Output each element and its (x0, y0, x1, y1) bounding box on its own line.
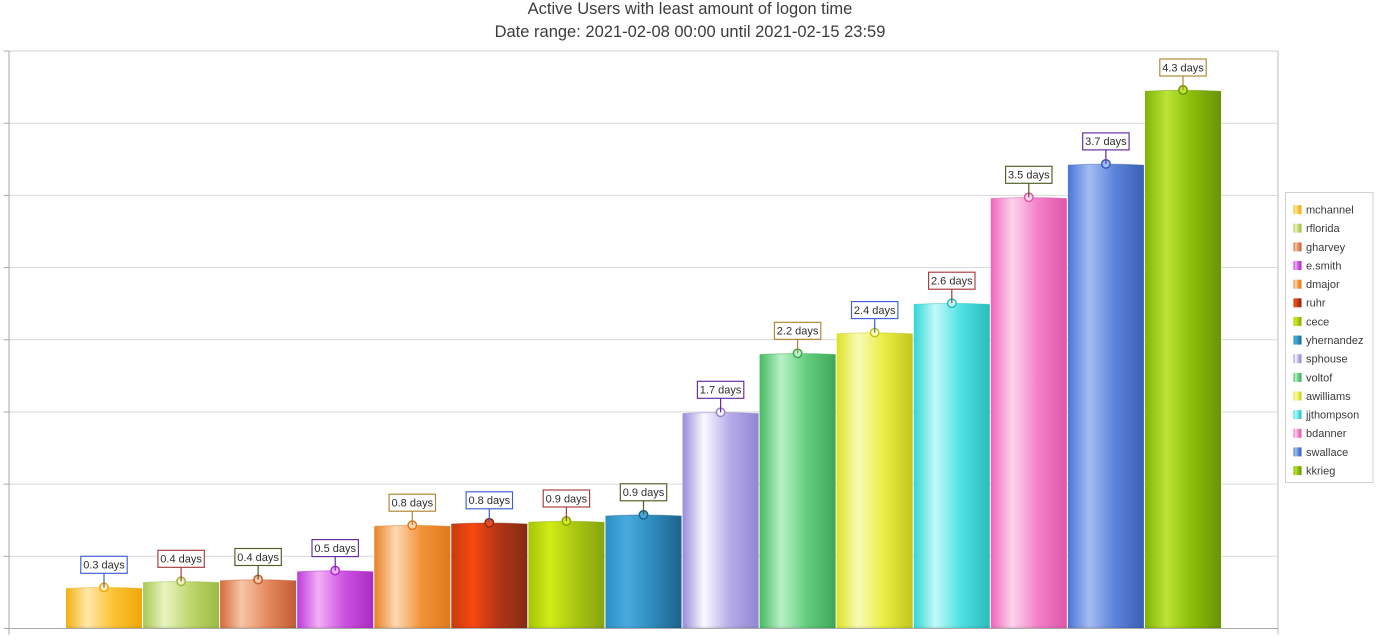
svg-text:dmajor: dmajor (1306, 279, 1340, 291)
svg-text:Date range: 2021-02-08 00:00 u: Date range: 2021-02-08 00:00 until 2021-… (495, 23, 886, 41)
svg-text:2.2 days: 2.2 days (777, 326, 819, 338)
svg-text:ruhr: ruhr (1306, 298, 1326, 310)
svg-text:0.8 days: 0.8 days (392, 498, 434, 510)
svg-text:0.9 days: 0.9 days (623, 487, 665, 499)
svg-text:bdanner: bdanner (1306, 428, 1347, 440)
svg-text:3.7 days: 3.7 days (1085, 136, 1127, 148)
svg-text:voltof: voltof (1306, 372, 1333, 384)
svg-text:Active Users with least amount: Active Users with least amount of logon … (528, 0, 853, 18)
svg-text:gharvey: gharvey (1306, 242, 1346, 254)
svg-text:cece: cece (1306, 316, 1329, 328)
svg-text:sphouse: sphouse (1306, 354, 1348, 366)
svg-text:mchannel: mchannel (1306, 205, 1354, 217)
svg-text:0.5 days: 0.5 days (314, 543, 356, 555)
svg-text:rflorida: rflorida (1306, 223, 1341, 235)
svg-text:0.9 days: 0.9 days (546, 493, 588, 505)
svg-text:0.8 days: 0.8 days (469, 495, 511, 507)
svg-text:jjthompson: jjthompson (1305, 410, 1359, 422)
svg-text:e.smith: e.smith (1306, 260, 1341, 272)
svg-text:kkrieg: kkrieg (1306, 466, 1335, 478)
svg-text:yhernandez: yhernandez (1306, 335, 1364, 347)
svg-text:0.4 days: 0.4 days (160, 554, 202, 566)
svg-text:2.6 days: 2.6 days (931, 276, 973, 288)
svg-text:3.5 days: 3.5 days (1008, 170, 1050, 182)
svg-text:0.3 days: 0.3 days (83, 560, 125, 572)
svg-text:1.7 days: 1.7 days (700, 385, 742, 397)
svg-text:4.3 days: 4.3 days (1162, 62, 1204, 74)
svg-text:swallace: swallace (1306, 447, 1348, 459)
svg-text:0.4 days: 0.4 days (237, 552, 279, 564)
svg-text:awilliams: awilliams (1306, 391, 1351, 403)
svg-text:2.4 days: 2.4 days (854, 305, 896, 317)
